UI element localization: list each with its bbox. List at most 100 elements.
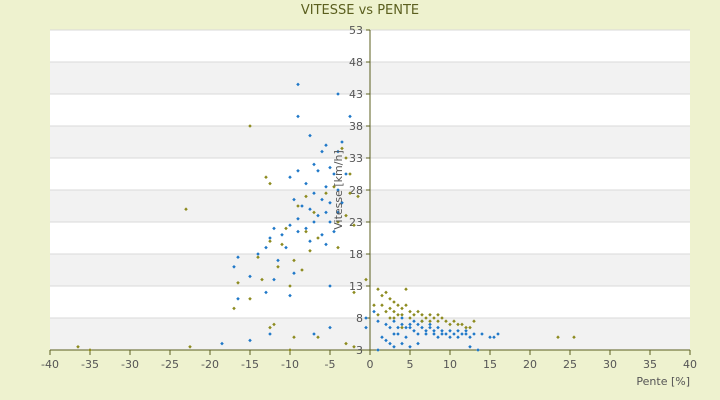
data-point-series-1 — [364, 316, 368, 320]
data-point-series-1 — [456, 329, 460, 333]
data-point-series-2 — [472, 319, 476, 323]
data-point-series-2 — [316, 335, 320, 339]
data-point-series-1 — [384, 338, 388, 343]
data-point-series-1 — [388, 325, 392, 330]
data-point-series-2 — [348, 191, 352, 195]
data-point-series-2 — [408, 316, 412, 320]
data-point-series-1 — [432, 332, 436, 336]
data-point-series-1 — [324, 185, 328, 189]
y-tick-label: 48 — [349, 56, 363, 69]
data-point-series-2 — [408, 309, 412, 314]
data-point-series-1 — [288, 223, 292, 227]
data-point-series-2 — [452, 319, 456, 323]
data-point-series-2 — [352, 290, 356, 295]
data-point-series-2 — [400, 306, 404, 311]
x-tick-label: 15 — [483, 358, 497, 371]
data-point-series-1 — [296, 114, 300, 119]
data-point-series-1 — [340, 201, 344, 205]
data-point-series-2 — [268, 325, 272, 330]
data-point-series-1 — [236, 255, 240, 259]
data-point-series-2 — [372, 303, 376, 307]
data-point-series-1 — [236, 297, 240, 301]
data-point-series-1 — [328, 284, 332, 288]
y-tick-label: 23 — [349, 216, 363, 229]
data-point-series-2 — [344, 213, 348, 218]
data-point-series-1 — [424, 332, 428, 336]
data-point-series-2 — [264, 175, 268, 179]
y-tick-label: 43 — [349, 88, 363, 101]
chart-title: VITESSE vs PENTE — [301, 3, 419, 18]
data-point-series-1 — [468, 335, 472, 339]
data-point-series-1 — [284, 245, 288, 250]
data-point-series-2 — [464, 325, 468, 330]
data-point-series-1 — [444, 332, 448, 336]
data-point-series-2 — [436, 319, 440, 323]
data-point-series-2 — [400, 325, 404, 330]
data-point-series-2 — [380, 293, 384, 298]
data-point-series-1 — [440, 332, 444, 336]
data-point-series-1 — [448, 335, 452, 339]
data-point-series-1 — [328, 325, 332, 330]
data-point-series-2 — [260, 277, 264, 282]
y-tick-label: 28 — [349, 184, 363, 197]
data-point-series-2 — [276, 265, 280, 269]
data-point-series-1 — [312, 332, 316, 336]
data-point-series-1 — [312, 191, 316, 195]
data-point-series-2 — [396, 303, 400, 307]
data-point-series-2 — [340, 146, 344, 151]
x-tick-label: -15 — [241, 358, 259, 371]
data-point-series-1 — [412, 319, 416, 323]
data-point-series-1 — [416, 322, 420, 327]
data-point-series-2 — [288, 284, 292, 288]
data-point-series-2 — [76, 345, 80, 349]
data-point-series-2 — [404, 287, 408, 291]
data-point-series-2 — [316, 236, 320, 240]
data-point-series-1 — [248, 338, 252, 343]
y-tick-label: 13 — [349, 280, 363, 293]
data-point-series-2 — [292, 258, 296, 263]
x-tick-label: 5 — [407, 358, 414, 371]
data-point-series-1 — [296, 82, 300, 87]
y-tick-label: 38 — [349, 120, 363, 133]
data-point-series-1 — [420, 325, 424, 330]
data-point-series-2 — [460, 322, 464, 327]
data-point-series-1 — [332, 229, 336, 234]
data-point-series-2 — [308, 249, 312, 253]
data-point-series-1 — [408, 345, 412, 349]
data-point-series-1 — [396, 325, 400, 330]
data-point-series-2 — [188, 345, 192, 349]
data-point-series-2 — [444, 319, 448, 323]
data-point-series-1 — [416, 332, 420, 336]
data-point-series-1 — [392, 332, 396, 336]
x-axis-label: Pente [%] — [636, 375, 690, 388]
data-point-series-2 — [296, 204, 300, 208]
x-tick-label: -35 — [81, 358, 99, 371]
data-point-series-1 — [496, 332, 500, 336]
x-tick-label: 30 — [603, 358, 617, 371]
plot-area: -40 -35 -30 -25 -20 -15 -10 -5 0 5 10 15 20 25 30 35 40 3… — [41, 24, 697, 371]
data-point-series-1 — [264, 290, 268, 295]
data-point-series-2 — [392, 316, 396, 320]
data-point-series-2 — [404, 303, 408, 307]
data-point-series-2 — [248, 124, 252, 128]
data-point-series-1 — [404, 335, 408, 339]
data-point-series-1 — [488, 335, 492, 339]
data-point-series-1 — [296, 217, 300, 221]
data-point-series-1 — [344, 172, 348, 176]
data-point-series-1 — [476, 348, 480, 352]
data-point-series-2 — [356, 194, 360, 199]
data-point-series-1 — [416, 341, 420, 346]
y-tick-label: 53 — [349, 24, 363, 37]
data-point-series-2 — [420, 313, 424, 317]
data-point-series-1 — [308, 133, 312, 138]
data-point-series-2 — [428, 319, 432, 323]
data-point-series-1 — [392, 319, 396, 323]
data-point-series-1 — [340, 140, 344, 144]
x-tick-label: 0 — [367, 358, 374, 371]
data-point-series-2 — [344, 341, 348, 346]
data-point-series-1 — [300, 204, 304, 208]
data-point-series-1 — [440, 329, 444, 333]
data-point-series-2 — [440, 316, 444, 320]
data-point-series-1 — [424, 329, 428, 333]
y-tick-label: 33 — [349, 152, 363, 165]
